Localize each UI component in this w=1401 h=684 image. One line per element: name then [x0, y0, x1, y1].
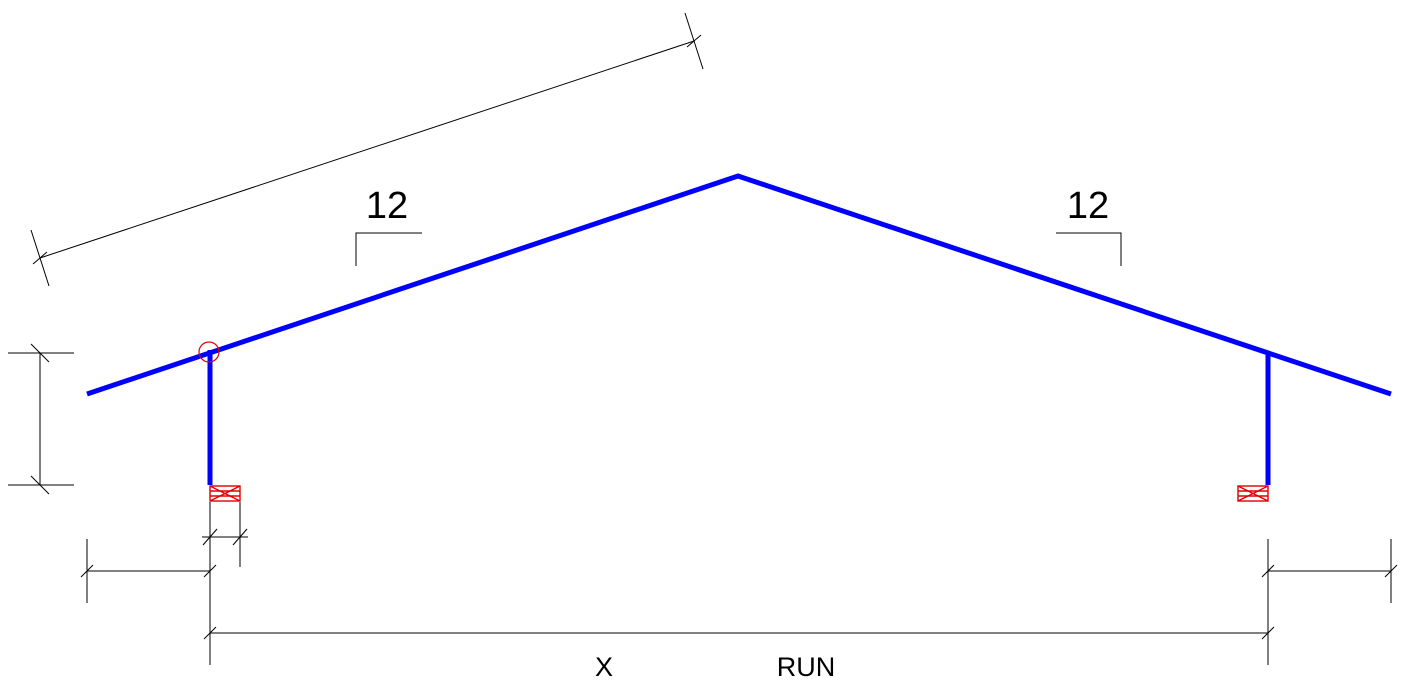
left-overhang-dimension: [80, 539, 217, 665]
left-bearing: [209, 485, 241, 502]
bearing-width-dimension: [202, 502, 248, 567]
crossed-box-icon: [209, 485, 241, 502]
top-chord: [86, 173, 1392, 397]
left-pitch-symbol: [355, 232, 422, 266]
run-dimension: [203, 626, 1275, 640]
crossed-box-icon: [1237, 485, 1269, 502]
truss: [86, 173, 1392, 485]
x-label: X: [595, 652, 613, 682]
top-chord-length-dimension: [30, 12, 704, 287]
run-label: RUN: [777, 652, 836, 682]
left-pitch-value: 12: [366, 185, 408, 227]
circle-marker-icon: [198, 341, 220, 363]
right-overhang-dimension: [1261, 539, 1398, 665]
right-pitch-symbol: [1056, 232, 1122, 266]
right-pitch-value: 12: [1067, 185, 1109, 227]
heel-height-dimension: [8, 343, 74, 495]
right-bearing: [1237, 485, 1269, 502]
